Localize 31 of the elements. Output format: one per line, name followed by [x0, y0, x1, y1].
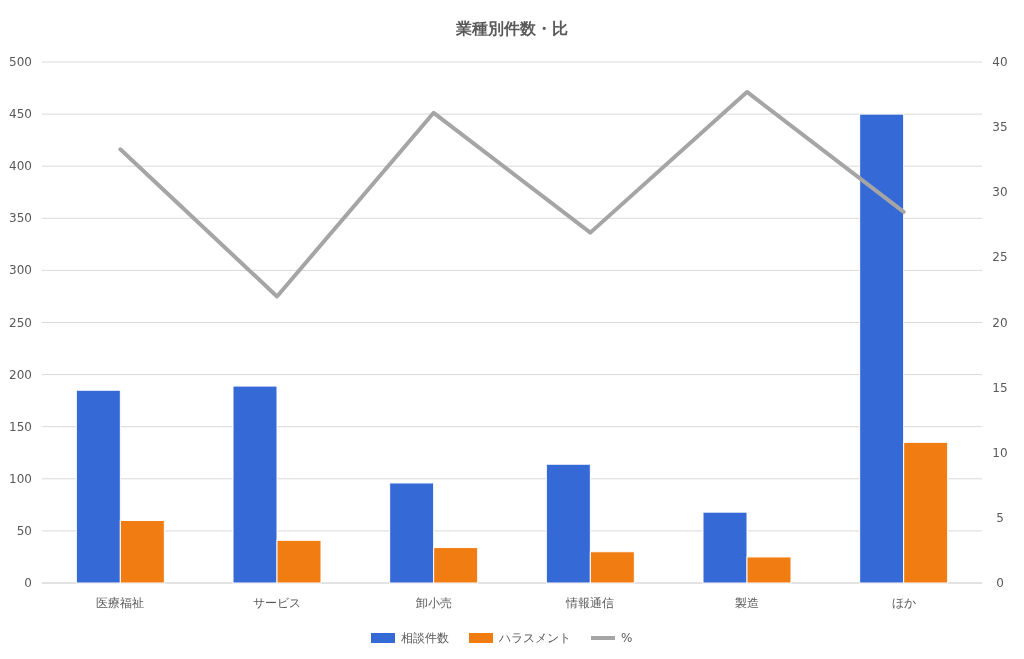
y2-tick-label: 40 [992, 55, 1008, 69]
x-tick-label: 医療福祉 [96, 596, 145, 610]
x-tick-label: サービス [253, 596, 301, 610]
legend-label: ハラスメント [498, 631, 571, 645]
y-tick-label: 0 [24, 576, 32, 590]
x-tick-label: 卸小売 [415, 596, 452, 610]
y-tick-label: 350 [9, 211, 32, 226]
y-tick-label: 300 [9, 263, 32, 278]
y-tick-label: 150 [9, 419, 32, 434]
y2-tick-label: 0 [996, 576, 1004, 590]
y2-tick-label: 10 [992, 445, 1008, 460]
legend-label: % [621, 631, 633, 645]
y-tick-label: 400 [9, 159, 32, 174]
y-tick-label: 500 [9, 55, 32, 69]
y-tick-label: 50 [16, 523, 32, 538]
y2-tick-label: 35 [992, 120, 1008, 135]
y2-tick-label: 5 [996, 510, 1004, 525]
y-tick-label: 250 [9, 315, 32, 330]
line-series [118, 89, 906, 299]
chart-title: 業種別件数・比 [455, 19, 568, 38]
y-tick-label: 200 [9, 367, 32, 382]
y-tick-label: 450 [9, 107, 32, 122]
y-tick-label: 100 [9, 471, 32, 486]
legend-label: 相談件数 [401, 631, 449, 645]
y2-tick-label: 25 [992, 250, 1008, 265]
x-tick-label: 情報通信 [565, 596, 615, 610]
y2-tick-label: 20 [992, 315, 1008, 330]
y2-tick-label: 30 [992, 185, 1008, 200]
x-tick-label: 製造 [735, 596, 759, 610]
y2-tick-label: 15 [992, 380, 1008, 395]
x-tick-label: ほか [891, 596, 916, 610]
